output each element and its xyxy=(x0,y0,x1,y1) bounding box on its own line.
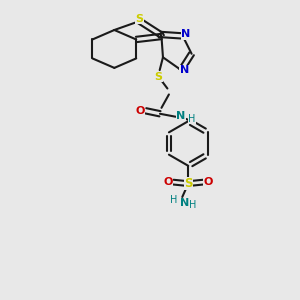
Text: O: O xyxy=(203,177,213,187)
Text: N: N xyxy=(180,65,189,75)
Text: H: H xyxy=(170,195,178,205)
Text: N: N xyxy=(176,111,185,121)
Text: O: O xyxy=(136,106,146,116)
Text: N: N xyxy=(181,29,190,40)
Text: S: S xyxy=(154,72,163,82)
Text: S: S xyxy=(184,177,193,190)
Text: S: S xyxy=(136,14,144,24)
Text: N: N xyxy=(180,198,189,208)
Text: O: O xyxy=(164,177,173,187)
Text: H: H xyxy=(189,200,196,210)
Text: H: H xyxy=(188,114,196,124)
